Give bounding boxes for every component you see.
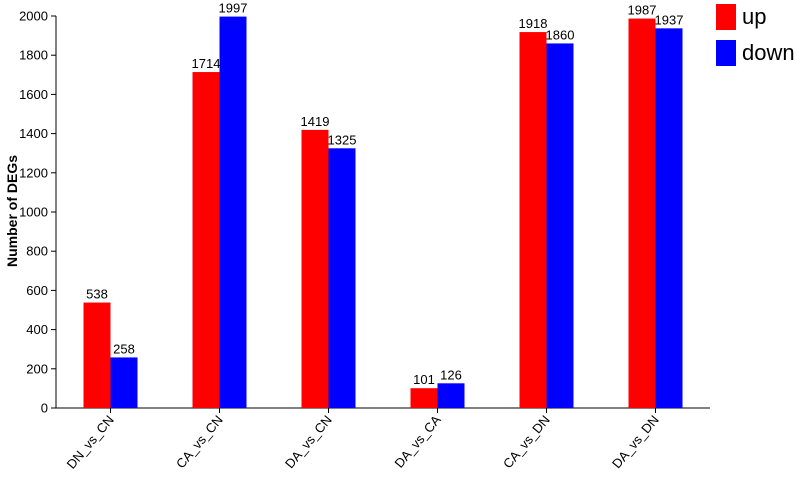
y-tick-label: 1800 — [19, 48, 48, 63]
bar-down — [546, 43, 574, 408]
x-tick-label: CA_vs_DN — [500, 412, 553, 471]
y-tick-label: 400 — [26, 322, 48, 337]
x-tick-label: DA_vs_DN — [609, 412, 662, 471]
y-axis-title: Number of DEGs — [4, 155, 20, 267]
y-tick-label: 600 — [26, 283, 48, 298]
x-tick-label: DA_vs_CN — [282, 412, 335, 471]
y-tick-label: 1000 — [19, 205, 48, 220]
y-tick-label: 1600 — [19, 87, 48, 102]
bar-value-label: 258 — [113, 341, 135, 356]
legend-label-up: up — [742, 4, 766, 29]
bar-down — [110, 357, 138, 408]
y-tick-label: 800 — [26, 244, 48, 259]
bar-value-label: 1325 — [328, 132, 357, 147]
bar-down — [219, 16, 247, 408]
bar-value-label: 1419 — [301, 114, 330, 129]
legend: up down — [716, 4, 795, 66]
x-tick-label: DA_vs_CA — [391, 412, 444, 471]
y-tick-label: 2000 — [19, 9, 48, 24]
bar-down — [328, 148, 356, 409]
bar-up — [83, 302, 111, 408]
bar-down — [437, 383, 465, 408]
y-tick-label: 1400 — [19, 126, 48, 141]
y-tick-label: 1200 — [19, 165, 48, 180]
legend-label-down: down — [742, 40, 795, 65]
bar-value-label: 1987 — [628, 3, 657, 18]
y-tick-label: 0 — [41, 401, 48, 416]
y-axis: 0 200 400 600 800 1000 1200 1400 1600 1800 2000 — [19, 9, 57, 416]
bar-value-label: 101 — [413, 372, 435, 387]
y-tick-label: 200 — [26, 361, 48, 376]
bar-up — [628, 18, 656, 408]
bar-value-label: 1997 — [219, 1, 248, 16]
legend-swatch-up — [716, 4, 736, 30]
bar-up — [301, 129, 329, 408]
bar-value-label: 126 — [440, 367, 462, 382]
bar-value-label: 1714 — [192, 56, 221, 71]
x-tick-label: DN_vs_CN — [64, 412, 117, 471]
x-axis: DN_vs_CN CA_vs_CN DA_vs_CN DA_vs_CA CA_vs_DN… — [56, 407, 710, 472]
bar-up — [519, 32, 547, 409]
bar-value-label: 1860 — [546, 27, 575, 42]
bar-down — [655, 28, 683, 409]
legend-swatch-down — [716, 40, 736, 66]
x-tick-label: CA_vs_CN — [173, 412, 226, 471]
bar-value-label: 1937 — [655, 12, 684, 27]
bar-up — [192, 72, 220, 408]
bar-value-label: 1918 — [519, 16, 548, 31]
bar-series — [83, 16, 683, 409]
bar-value-label: 538 — [86, 287, 108, 302]
bar-up — [410, 388, 438, 408]
